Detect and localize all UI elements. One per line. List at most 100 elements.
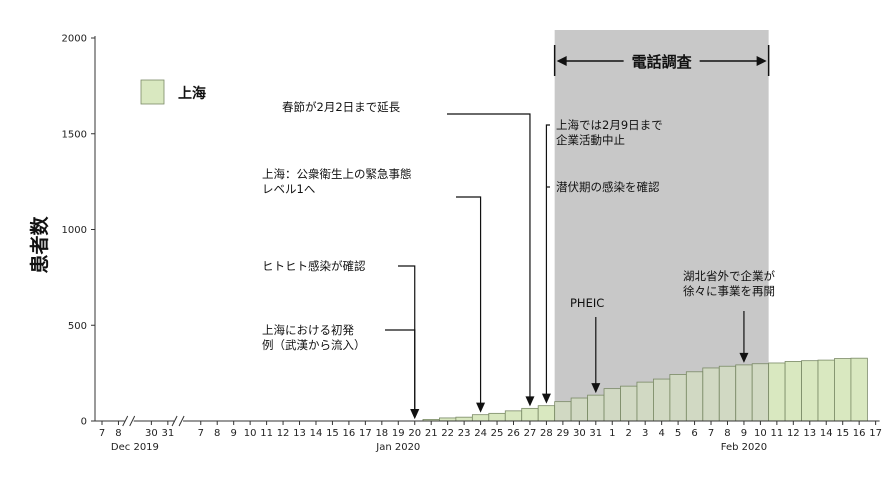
x-tick-label-jan-12: 12 [277,428,290,439]
x-tick-label-feb-1: 1 [609,428,615,439]
annotation-4-arrowhead [525,396,535,407]
x-tick-label-feb-5: 5 [675,428,681,439]
x-tick-label-jan-22: 22 [441,428,454,439]
bar-jan-30 [570,397,588,422]
x-tick-label-dec-31: 31 [161,428,174,439]
x-tick-label-jan-15: 15 [326,428,339,439]
x-axis-break-1-a [122,415,129,427]
x-tick-label-jan-11: 11 [260,428,273,439]
bar-jan-26 [504,410,523,422]
bar-feb-6 [685,371,704,422]
annotation-8-text-2: 徐々に事業を再開 [683,284,775,298]
bar-jan-23 [455,416,473,422]
x-group-label-2: Feb 2020 [721,442,767,453]
x-tick-label-feb-9: 9 [741,428,747,439]
x-tick-label-jan-28: 28 [540,428,553,439]
bar-feb-7 [702,367,720,422]
x-tick-label-jan-9: 9 [230,428,236,439]
annotation-2-arrowhead [410,409,420,419]
survey-band-right-arrowhead [756,56,767,66]
annotation-3-leader [456,196,482,405]
x-tick-label-feb-17: 17 [869,428,882,439]
bar-feb-12 [784,361,802,422]
x-tick-label-jan-21: 21 [425,428,438,439]
x-tick-label-dec-30: 30 [145,428,158,439]
y-tick-label-2000: 2000 [62,34,87,45]
x-tick-label-dec-8: 8 [115,428,121,439]
x-tick-label-dec-7: 7 [99,428,105,439]
legend: 上海 [140,79,206,105]
bar-feb-1 [603,388,621,422]
x-tick-label-feb-6: 6 [691,428,697,439]
bar-feb-3 [636,381,654,422]
x-tick-label-jan-16: 16 [343,428,356,439]
x-tick-label-jan-30: 30 [573,428,586,439]
annotation-5-arrowhead [541,393,551,404]
x-tick-label-jan-29: 29 [557,428,570,439]
x-tick-label-feb-16: 16 [853,428,866,439]
x-tick-label-feb-13: 13 [803,428,816,439]
bar-feb-14 [817,359,835,422]
annotation-8-arrowhead [739,352,749,363]
x-tick-label-jan-17: 17 [359,428,372,439]
x-tick-label-jan-25: 25 [491,428,504,439]
annotation-7-text-1: PHEIC [570,296,604,310]
x-tick-label-feb-2: 2 [626,428,632,439]
annotation-3-arrowhead [476,402,486,413]
x-tick-label-feb-8: 8 [724,428,730,439]
x-tick-label-feb-4: 4 [658,428,664,439]
x-tick-label-feb-14: 14 [820,428,833,439]
annotation-5-text-2: 企業活動中止 [556,133,625,147]
y-tick-label-1500: 1500 [62,129,87,140]
x-tick-label-jan-19: 19 [392,428,405,439]
x-tick-label-jan-13: 13 [293,428,306,439]
annotation-1-text-2: 例（武漢から流入） [262,338,366,352]
x-group-label-1: Jan 2020 [375,442,420,453]
annotation-3-text-2: レベル1へ [262,182,315,196]
annotation-7-arrowhead [591,383,601,394]
bar-feb-5 [669,374,687,422]
survey-band [554,30,769,421]
x-group-label-0: Dec 2019 [111,442,159,453]
bar-feb-13 [801,360,819,422]
annotation-8-text-1: 湖北省外で企業が [683,269,775,283]
x-tick-label-jan-18: 18 [375,428,388,439]
x-tick-label-jan-20: 20 [408,428,421,439]
bar-feb-15 [834,358,852,422]
bar-feb-8 [718,365,737,422]
bar-layer [422,357,868,422]
x-tick-label-feb-12: 12 [787,428,800,439]
x-tick-label-feb-7: 7 [708,428,714,439]
bar-jan-27 [521,407,539,422]
x-tick-label-jan-27: 27 [524,428,537,439]
x-tick-label-feb-15: 15 [836,428,849,439]
y-axis-label: 患者数 [28,216,51,274]
x-axis-break-2-a [171,415,178,427]
x-axis-break-1-b [129,415,136,427]
bar-jan-24 [471,414,490,422]
x-tick-label-feb-10: 10 [754,428,767,439]
annotation-5-leader [545,124,550,396]
annotation-5-text-1: 上海では2月9日まで [556,118,663,132]
annotation-4-text-1: 春節が2月2日まで延長 [282,100,401,114]
survey-band-label: 電話調査 [632,53,693,71]
x-tick-label-jan-24: 24 [474,428,487,439]
survey-band-left-arrowhead [556,56,567,66]
x-tick-label-jan-31: 31 [589,428,602,439]
x-axis-break-2-b [178,415,185,427]
bar-feb-4 [653,378,671,422]
legend-swatch [140,79,165,105]
x-tick-label-jan-10: 10 [244,428,257,439]
bar-jan-31 [587,394,605,422]
x-tick-label-jan-23: 23 [458,428,471,439]
legend-label: 上海 [178,85,206,102]
annotation-2-leader [398,265,416,411]
bar-feb-11 [768,362,786,422]
x-tick-label-feb-11: 11 [770,428,783,439]
bar-jan-25 [488,412,506,422]
x-tick-label-jan-8: 8 [214,428,220,439]
x-tick-label-jan-14: 14 [310,428,323,439]
annotation-1-text-1: 上海における初発 [262,323,354,337]
